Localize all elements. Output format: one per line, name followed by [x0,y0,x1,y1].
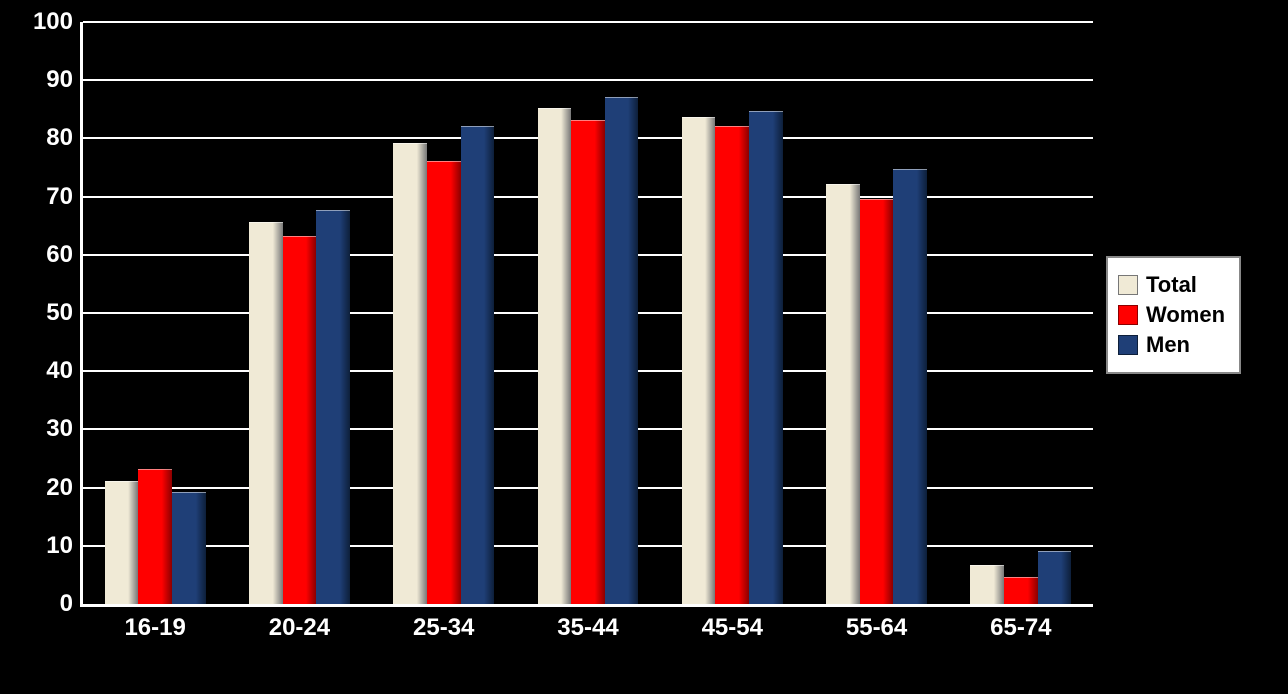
legend-swatch [1118,335,1138,355]
bar [605,97,639,604]
bar [427,161,461,604]
y-tick-label: 30 [46,415,83,443]
x-tick-label: 55-64 [846,604,907,642]
bar [682,117,716,604]
bar [393,143,427,604]
legend-swatch [1118,305,1138,325]
y-tick-label: 100 [33,8,83,36]
bar [105,481,139,604]
bar [826,184,860,604]
y-tick-label: 20 [46,474,83,502]
y-tick-label: 80 [46,124,83,152]
y-tick-label: 90 [46,66,83,94]
x-tick-label: 65-74 [990,604,1051,642]
bar [860,199,894,604]
bar [1038,551,1072,604]
bar [283,236,317,604]
bar [249,222,283,604]
bar [970,565,1004,604]
bar [893,169,927,604]
legend-label: Total [1146,272,1197,298]
bar [461,126,495,604]
x-tick-label: 45-54 [702,604,763,642]
bar [749,111,783,604]
legend: Total Women Men [1106,256,1241,374]
y-tick-label: 0 [60,590,83,618]
x-tick-label: 16-19 [124,604,185,642]
plot-area: 010203040506070809010016-1920-2425-3435-… [80,22,1093,607]
legend-label: Women [1146,302,1225,328]
y-tick-label: 70 [46,183,83,211]
legend-label: Men [1146,332,1190,358]
grouped-bar-chart: 0 10 20 30 40 50 60 70 80 90 100 16-19 20-24 25-34 35-… [0,0,1288,694]
bar [316,210,350,604]
bar [715,126,749,604]
y-tick-label: 50 [46,299,83,327]
legend-swatch [1118,275,1138,295]
bar [1004,577,1038,604]
x-tick-label: 35-44 [557,604,618,642]
gridline [83,79,1093,81]
x-tick-label: 25-34 [413,604,474,642]
y-tick-label: 10 [46,532,83,560]
gridline [83,21,1093,23]
legend-item: Women [1118,302,1225,328]
bar [138,469,172,604]
y-tick-label: 40 [46,357,83,385]
legend-item: Men [1118,332,1225,358]
bar [571,120,605,604]
bar [538,108,572,604]
y-tick-label: 60 [46,241,83,269]
x-tick-label: 20-24 [269,604,330,642]
bar [172,492,206,604]
legend-item: Total [1118,272,1225,298]
